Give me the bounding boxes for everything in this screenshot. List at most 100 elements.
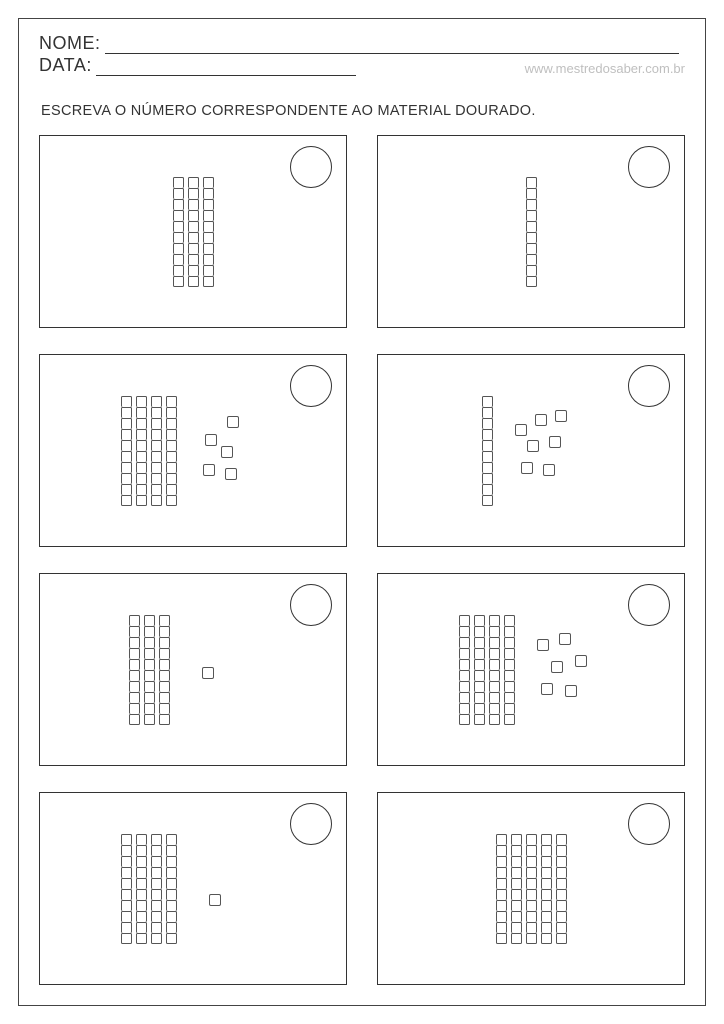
units-scatter — [185, 406, 265, 496]
rod-unit-square — [188, 243, 199, 254]
rod-unit-square — [526, 889, 537, 900]
answer-circle[interactable] — [290, 365, 332, 407]
units-scatter — [178, 625, 258, 715]
rod-unit-square — [188, 199, 199, 210]
ten-rod — [541, 834, 552, 944]
rod-unit-square — [173, 199, 184, 210]
rod-unit-square — [526, 933, 537, 944]
rod-unit-square — [526, 856, 537, 867]
ten-rod — [166, 834, 177, 944]
rod-unit-square — [159, 626, 170, 637]
rod-unit-square — [129, 648, 140, 659]
rod-unit-square — [144, 714, 155, 725]
rod-unit-square — [188, 177, 199, 188]
rod-unit-square — [121, 845, 132, 856]
rod-unit-square — [129, 670, 140, 681]
answer-circle[interactable] — [290, 584, 332, 626]
rod-unit-square — [144, 681, 155, 692]
ten-rod — [144, 615, 155, 725]
ten-rod — [504, 615, 515, 725]
answer-circle[interactable] — [628, 584, 670, 626]
rod-unit-square — [173, 254, 184, 265]
rod-unit-square — [136, 845, 147, 856]
rod-unit-square — [144, 615, 155, 626]
rod-unit-square — [166, 440, 177, 451]
rod-unit-square — [121, 418, 132, 429]
rod-unit-square — [144, 692, 155, 703]
rod-unit-square — [496, 889, 507, 900]
rod-unit-square — [136, 933, 147, 944]
rod-unit-square — [121, 900, 132, 911]
rod-unit-square — [129, 626, 140, 637]
rod-unit-square — [482, 396, 493, 407]
answer-circle[interactable] — [628, 803, 670, 845]
rod-unit-square — [504, 659, 515, 670]
rod-unit-square — [129, 692, 140, 703]
rod-unit-square — [459, 692, 470, 703]
rod-unit-square — [556, 889, 567, 900]
rod-unit-square — [129, 659, 140, 670]
ten-rod — [511, 834, 522, 944]
answer-circle[interactable] — [628, 146, 670, 188]
watermark-text: www.mestredosaber.com.br — [525, 61, 685, 76]
rod-unit-square — [556, 911, 567, 922]
rod-unit-square — [496, 856, 507, 867]
rod-unit-square — [459, 703, 470, 714]
rod-unit-square — [526, 243, 537, 254]
rod-unit-square — [188, 221, 199, 232]
rods-group — [173, 177, 214, 287]
rod-unit-square — [504, 637, 515, 648]
rod-unit-square — [166, 922, 177, 933]
rod-unit-square — [129, 637, 140, 648]
unit-square — [543, 464, 555, 476]
rod-unit-square — [511, 911, 522, 922]
unit-square — [565, 685, 577, 697]
rod-unit-square — [541, 911, 552, 922]
rod-unit-square — [121, 484, 132, 495]
exercise-grid — [39, 135, 685, 991]
rod-unit-square — [504, 670, 515, 681]
rod-unit-square — [159, 648, 170, 659]
rod-unit-square — [203, 232, 214, 243]
ten-rod — [482, 396, 493, 506]
rod-unit-square — [151, 922, 162, 933]
unit-square — [521, 462, 533, 474]
unit-square — [205, 434, 217, 446]
rod-unit-square — [166, 396, 177, 407]
ten-rod — [121, 396, 132, 506]
answer-circle[interactable] — [290, 803, 332, 845]
name-input-line[interactable] — [105, 36, 679, 54]
rod-unit-square — [489, 659, 500, 670]
rod-unit-square — [556, 878, 567, 889]
rod-unit-square — [482, 462, 493, 473]
rod-unit-square — [541, 878, 552, 889]
rod-unit-square — [188, 276, 199, 287]
rods-group — [526, 177, 537, 287]
date-label: DATA: — [39, 55, 92, 76]
date-row: DATA: www.mestredosaber.com.br — [39, 55, 685, 76]
rod-unit-square — [136, 911, 147, 922]
rod-unit-square — [159, 703, 170, 714]
rod-unit-square — [203, 243, 214, 254]
answer-circle[interactable] — [290, 146, 332, 188]
unit-square — [535, 414, 547, 426]
answer-circle[interactable] — [628, 365, 670, 407]
rod-unit-square — [136, 495, 147, 506]
rod-unit-square — [489, 703, 500, 714]
rod-unit-square — [496, 900, 507, 911]
rod-unit-square — [151, 495, 162, 506]
rod-unit-square — [203, 177, 214, 188]
rod-unit-square — [173, 265, 184, 276]
rod-unit-square — [151, 856, 162, 867]
ten-rod — [556, 834, 567, 944]
rod-unit-square — [541, 900, 552, 911]
rod-unit-square — [526, 177, 537, 188]
rod-unit-square — [166, 418, 177, 429]
rod-unit-square — [482, 451, 493, 462]
rod-unit-square — [173, 188, 184, 199]
unit-square — [555, 410, 567, 422]
rod-unit-square — [482, 429, 493, 440]
date-input-line[interactable] — [96, 58, 356, 76]
rod-unit-square — [496, 834, 507, 845]
rod-unit-square — [129, 703, 140, 714]
